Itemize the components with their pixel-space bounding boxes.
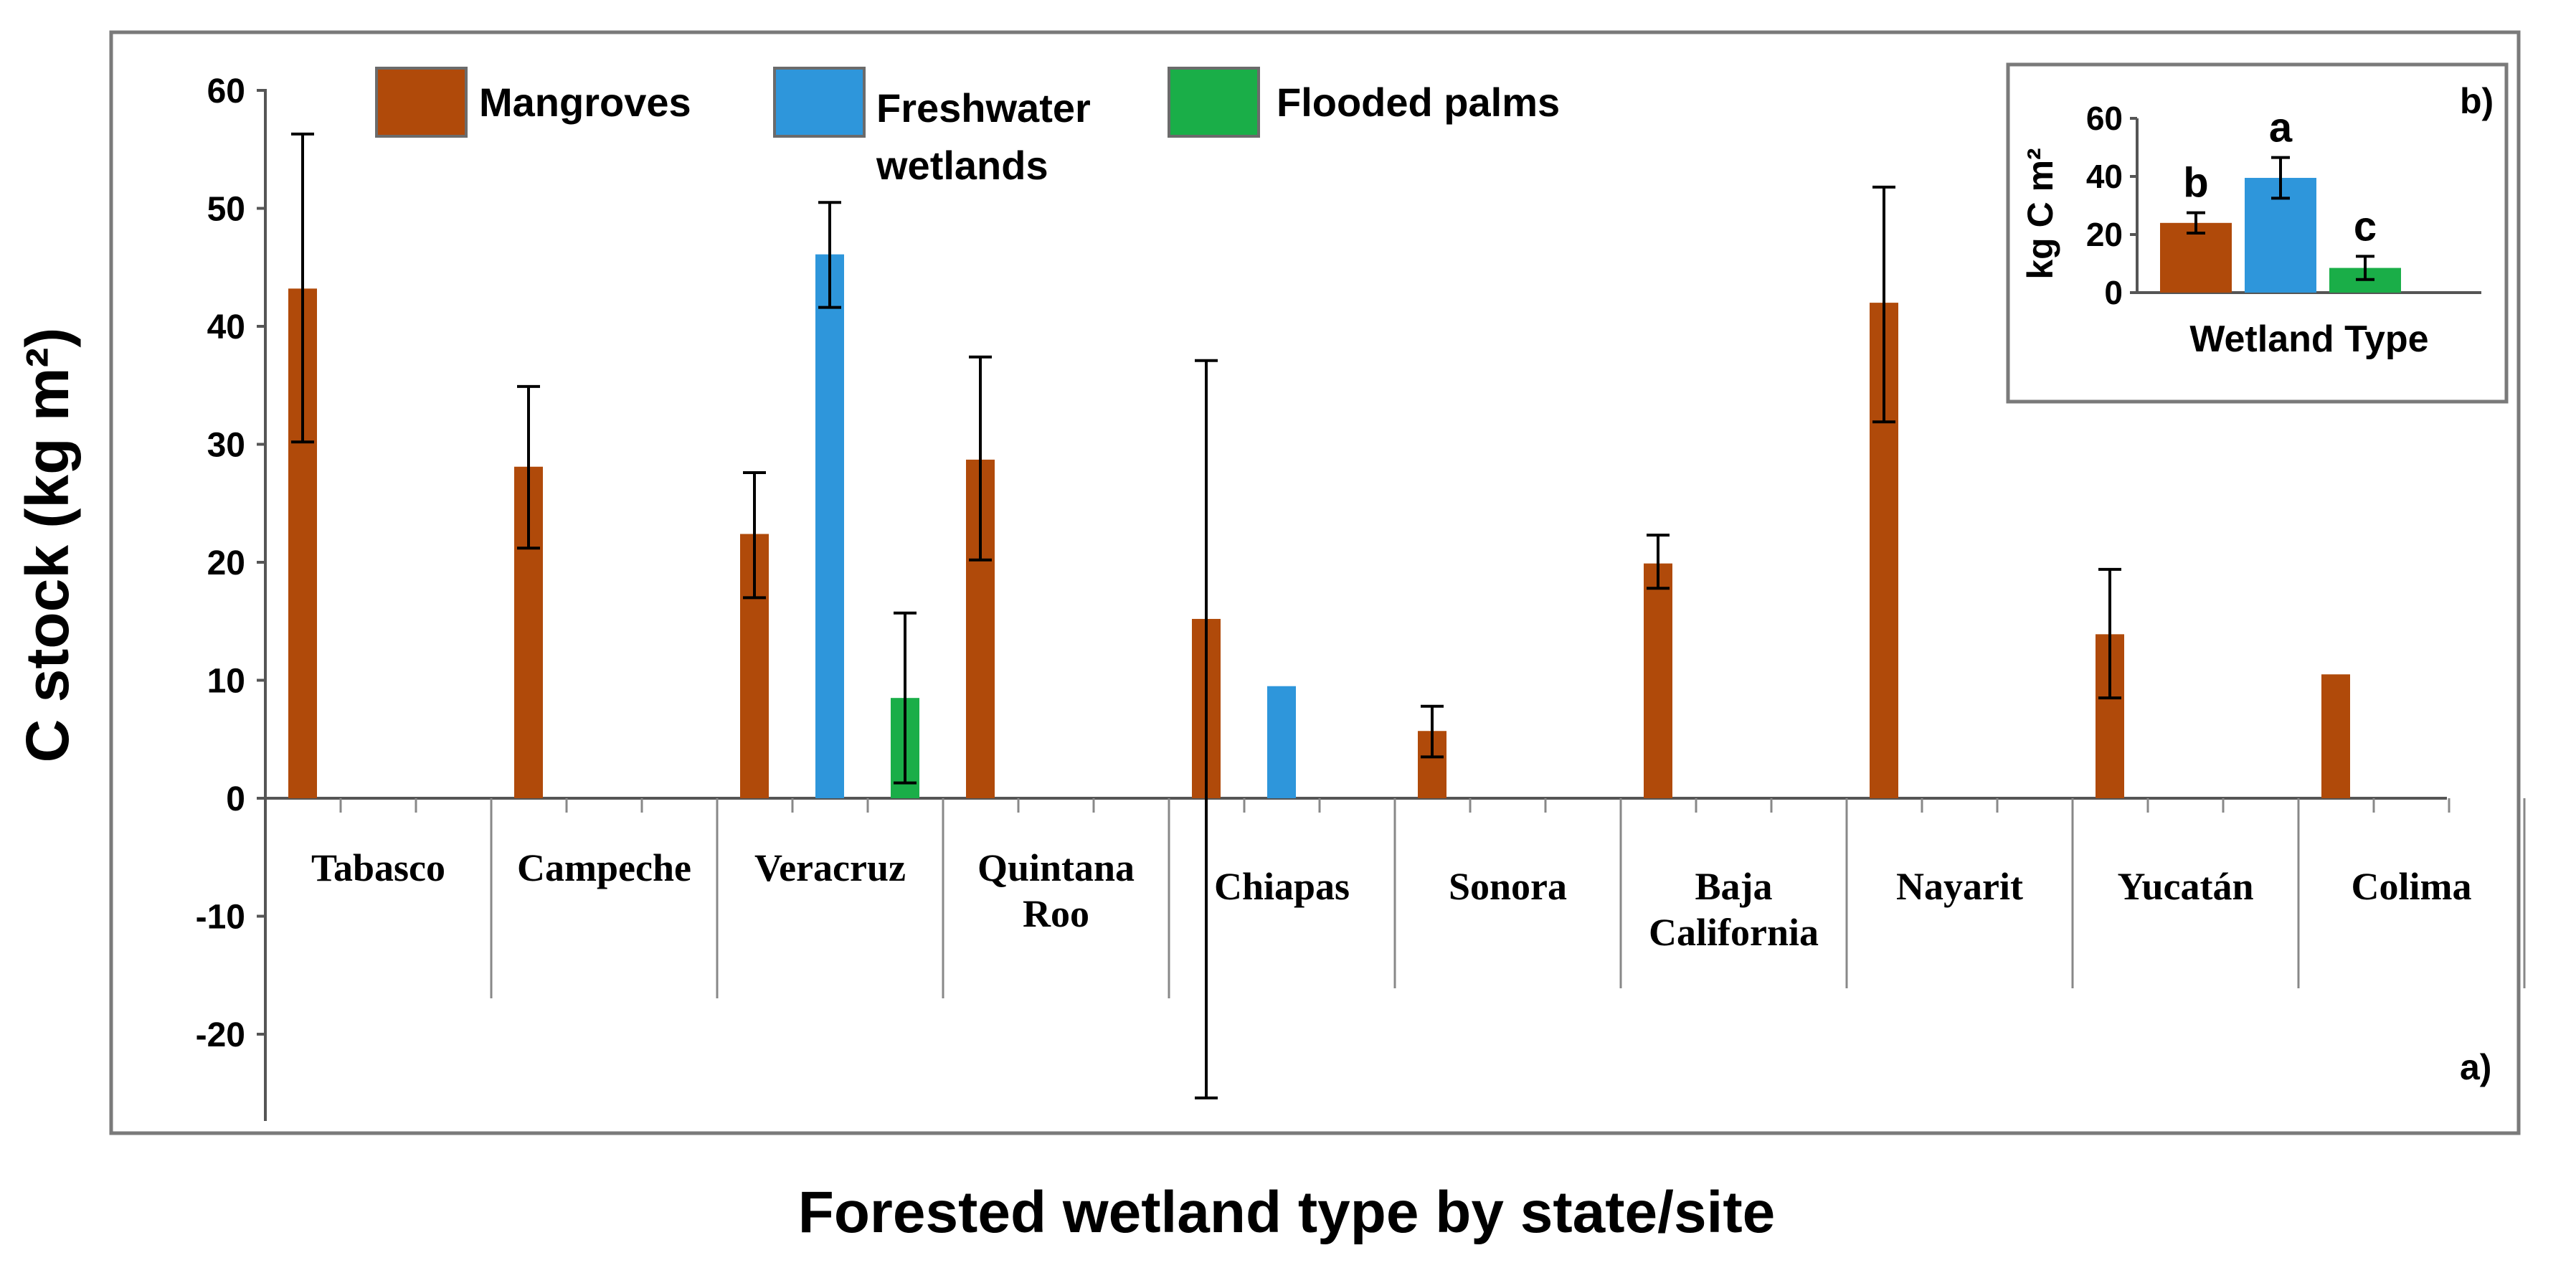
category-label-sonora: Sonora — [1449, 865, 1567, 908]
inset-y-tick-label: 0 — [2104, 274, 2123, 311]
category-label-chiapas: Chiapas — [1214, 865, 1350, 908]
bar-mangroves-baja — [1644, 563, 1672, 798]
legend-swatch-mangroves — [375, 67, 468, 138]
category-label-colima: Colima — [2352, 865, 2472, 908]
category-label-roo: Roo — [1023, 892, 1089, 935]
inset-y-tick-label: 20 — [2086, 216, 2123, 253]
inset-y-tick-label: 40 — [2086, 158, 2123, 195]
x-axis-title: Forested wetland type by state/site — [798, 1180, 1776, 1245]
y-tick-label: 50 — [207, 191, 245, 229]
legend-swatch-freshwater — [773, 67, 866, 138]
bar-freshwater-wetlands-veracruz — [815, 254, 844, 798]
inset-x-axis-title: Wetland Type — [2189, 318, 2428, 360]
y-tick-label: 60 — [207, 72, 245, 110]
legend-label-flooded-palms: Flooded palms — [1277, 80, 1560, 125]
inset-y-tick-label: 60 — [2086, 100, 2123, 137]
main-error-bars — [291, 132, 2121, 1099]
category-label-veracruz: Veracruz — [754, 846, 906, 889]
significance-letter: c — [2354, 203, 2377, 250]
significance-letter: a — [2269, 105, 2293, 151]
bar-freshwater-wetlands-chiapas — [1267, 686, 1296, 798]
inset-panel-b: b) kg C m² Wetland Type 60 40 20 0 b a c — [2006, 62, 2509, 404]
legend-swatch-flooded-palms — [1168, 67, 1260, 138]
legend-label-freshwater-line2: wetlands — [876, 143, 1048, 188]
y-tick-label: -20 — [196, 1016, 245, 1054]
y-tick-label: 30 — [207, 427, 245, 465]
y-tick-label: 0 — [226, 780, 245, 818]
panel-a-label: a) — [2460, 1047, 2491, 1087]
category-label-yucat-n: Yucatán — [2117, 865, 2253, 908]
legend-label-mangroves: Mangroves — [479, 80, 691, 125]
main-plot-area: 60 50 40 30 20 10 0 -10 -20 — [196, 72, 2447, 1121]
category-label-quintana: Quintana — [977, 846, 1135, 889]
main-bars — [288, 254, 2350, 799]
panel-a-frame — [109, 30, 2521, 1135]
y-tick-label: 20 — [207, 544, 245, 582]
category-label-nayarit: Nayarit — [1896, 865, 2023, 908]
category-label-campeche: Campeche — [517, 846, 691, 889]
category-label-baja: Baja — [1695, 865, 1773, 908]
category-label-california: California — [1649, 911, 1819, 954]
bar-mangroves-colima — [2321, 674, 2350, 798]
significance-letter: b — [2183, 160, 2208, 207]
y-tick-label: 40 — [207, 308, 245, 346]
category-label-tabasco: Tabasco — [311, 846, 445, 889]
legend-label-freshwater-line1: Freshwater — [876, 85, 1091, 131]
inset-bar-mangroves — [2160, 222, 2232, 293]
inset-y-axis-title: kg C m² — [2020, 148, 2060, 279]
inset-bars: b a c — [2160, 105, 2401, 293]
y-axis-title: C stock (kg m²) — [14, 328, 81, 763]
y-tick-label: -10 — [196, 899, 245, 937]
legend: Mangroves Freshwater wetlands Flooded pa… — [375, 67, 1560, 188]
panel-b-label: b) — [2460, 81, 2494, 121]
y-tick-label: 10 — [207, 663, 245, 701]
